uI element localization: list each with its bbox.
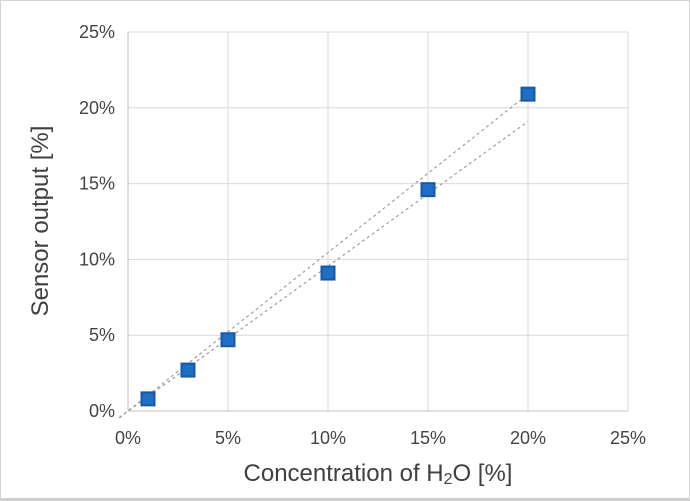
x-tick-label: 20%: [510, 428, 546, 448]
y-tick-label: 5%: [89, 325, 115, 345]
x-tick-label: 15%: [410, 428, 446, 448]
y-tick-label: 20%: [79, 98, 115, 118]
x-axis-title-post: O [%]: [452, 460, 513, 487]
data-points: [140, 86, 536, 407]
x-axis-title: Concentration of H2O [%]: [128, 460, 628, 489]
h2o-subscript: 2: [443, 470, 453, 488]
x-tick-label: 10%: [310, 428, 346, 448]
data-point-marker: [520, 86, 536, 102]
trendlines: [118, 93, 529, 419]
x-tick-label: 5%: [215, 428, 241, 448]
axis-lines: [127, 32, 628, 412]
y-tick-label: 15%: [79, 174, 115, 194]
x-tick-label: 0%: [115, 428, 141, 448]
y-tick-label: 25%: [79, 22, 115, 42]
data-point-marker: [220, 332, 236, 348]
x-tick-label: 25%: [610, 428, 646, 448]
data-point-marker: [180, 362, 196, 378]
x-axis-title-pre: Concentration of H: [243, 460, 444, 487]
y-tick-label: 0%: [89, 401, 115, 421]
data-point-marker: [420, 182, 436, 198]
y-axis-title: Sensor output [%]: [27, 125, 54, 317]
data-point-marker: [140, 391, 156, 407]
data-point-marker: [320, 265, 336, 281]
y-tick-label: 10%: [79, 249, 115, 269]
tick-labels: 0% 5% 10% 15% 20% 25% 0% 5% 10% 15% 20% 25%: [79, 22, 646, 448]
gridlines: [127, 31, 629, 412]
